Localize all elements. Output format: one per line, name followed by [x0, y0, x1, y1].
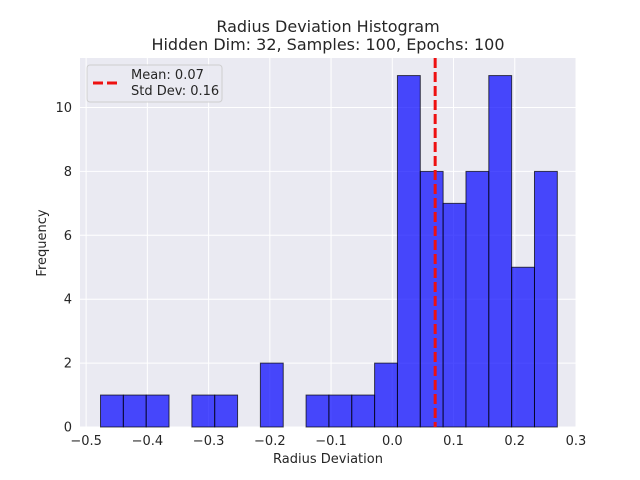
chart-subtitle: Hidden Dim: 32, Samples: 100, Epochs: 10… [151, 35, 504, 54]
legend-entry-stddev: Std Dev: 0.16 [131, 84, 219, 99]
y-tick-label: 4 [64, 293, 72, 308]
histogram-bar [396, 75, 421, 428]
x-tick-labels: −0.5 −0.4 −0.3 −0.2 −0.1 0.0 0.1 0.2 0.3 [70, 434, 586, 449]
histogram-bar [100, 394, 124, 428]
histogram-bar [259, 362, 284, 428]
x-tick-label: −0.5 [70, 434, 102, 449]
x-tick-label: 0.3 [566, 434, 587, 449]
y-tick-label: 10 [55, 101, 72, 116]
histogram-bar [305, 394, 330, 428]
histogram-bar [191, 394, 216, 428]
x-axis-label: Radius Deviation [273, 452, 383, 467]
histogram-bar [214, 394, 239, 428]
y-tick-label: 6 [64, 229, 72, 244]
histogram-bar [488, 75, 513, 428]
x-tick-label: −0.2 [254, 434, 286, 449]
histogram-bar [442, 202, 467, 428]
x-tick-label: −0.4 [132, 434, 164, 449]
histogram-bar [328, 394, 353, 428]
x-tick-label: −0.1 [315, 434, 347, 449]
histogram-bar [374, 362, 398, 428]
y-tick-label: 2 [64, 357, 72, 372]
histogram-bar [122, 394, 147, 428]
y-tick-label: 8 [64, 165, 72, 180]
legend-box [86, 64, 223, 103]
histogram-bar [145, 394, 170, 428]
chart-title: Radius Deviation Histogram [216, 17, 439, 36]
y-tick-label: 0 [64, 421, 72, 436]
histogram-bars [100, 75, 558, 428]
histogram-bar [419, 170, 444, 428]
y-axis-label: Frequency [35, 209, 50, 276]
legend: Mean: 0.07 Std Dev: 0.16 [86, 64, 223, 103]
histogram-bar [533, 170, 558, 428]
x-tick-label: 0.0 [382, 434, 403, 449]
histogram-bar [511, 266, 535, 428]
x-tick-label: 0.1 [443, 434, 464, 449]
y-tick-labels: 0 2 4 6 8 10 [55, 101, 72, 435]
x-tick-label: −0.3 [193, 434, 225, 449]
histogram-bar [465, 170, 490, 428]
histogram-bar [351, 394, 376, 428]
legend-entry-mean: Mean: 0.07 [131, 68, 204, 83]
x-tick-label: 0.2 [504, 434, 525, 449]
